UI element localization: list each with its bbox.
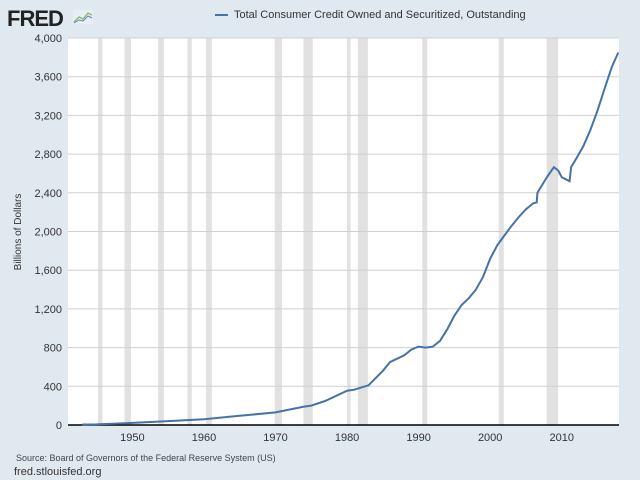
y-tick-label: 2,000	[34, 227, 62, 239]
legend-swatch	[215, 14, 228, 16]
y-tick-label: 400	[44, 381, 62, 393]
source-note: Source: Board of Governors of the Federa…	[16, 453, 276, 463]
x-tick-label: 2010	[550, 432, 574, 444]
y-tick-label: 2,400	[34, 188, 62, 200]
fred-chart-icon	[73, 10, 93, 24]
legend-label: Total Consumer Credit Owned and Securiti…	[234, 9, 526, 21]
site-link[interactable]: fred.stlouisfed.org	[14, 466, 102, 478]
x-tick-label: 1960	[192, 432, 216, 444]
y-tick-label: 4,000	[34, 33, 62, 45]
x-tick-label: 1970	[263, 432, 287, 444]
y-tick-label: 1,200	[34, 304, 62, 316]
y-axis-label: Billions of Dollars	[13, 194, 24, 271]
series-line	[82, 52, 620, 426]
x-tick-label: 2000	[478, 432, 502, 444]
x-tick-label: 1990	[406, 432, 430, 444]
y-tick-label: 3,600	[34, 72, 62, 84]
x-tick-label: 1980	[335, 432, 359, 444]
chart-legend: Total Consumer Credit Owned and Securiti…	[215, 9, 526, 21]
y-tick-label: 0	[56, 420, 62, 432]
y-tick-label: 2,800	[34, 149, 62, 161]
y-tick-label: 800	[44, 343, 62, 355]
fred-logo[interactable]: FRED	[7, 6, 64, 31]
y-tick-label: 1,600	[34, 265, 62, 277]
x-tick-label: 1950	[120, 432, 144, 444]
y-tick-label: 3,200	[34, 110, 62, 122]
